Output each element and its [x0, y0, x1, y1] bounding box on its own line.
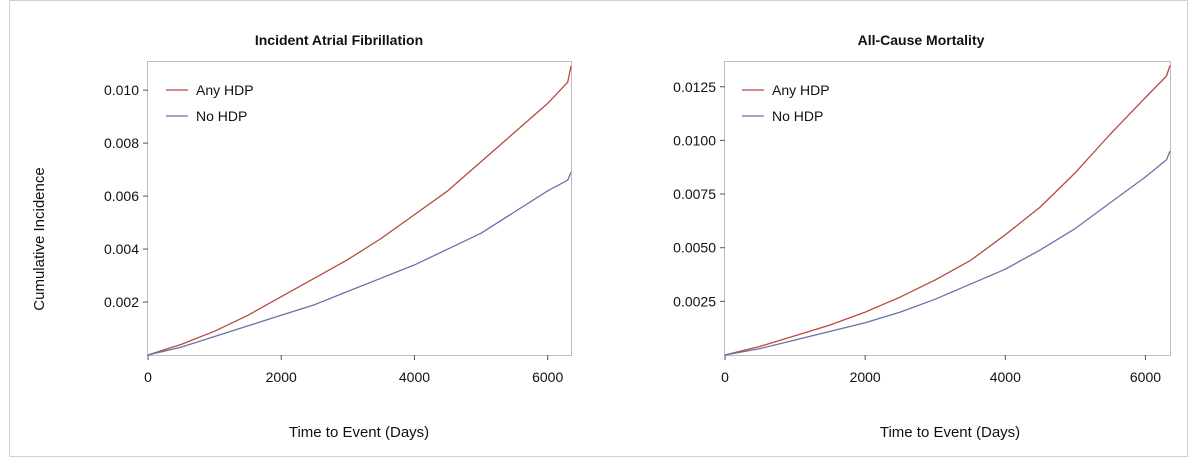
- x-tick-label: 0: [721, 369, 729, 385]
- x-tick-label: 2000: [266, 369, 297, 385]
- y-tick-label: 0.0025: [673, 293, 716, 309]
- y-axis-label: Cumulative Incidence: [31, 167, 48, 310]
- plot-frame: [147, 61, 572, 356]
- x-tick-label: 4000: [399, 369, 430, 385]
- x-axis-label: Time to Event (Days): [880, 424, 1020, 441]
- y-ticks: 0.002 0.004 0.006 0.008 0.010: [104, 82, 148, 310]
- plot-frame: [724, 61, 1171, 356]
- chart-panel-af: Incident Atrial Fibrillation Cumulative …: [31, 32, 572, 441]
- series-line-no-hdp: [724, 150, 1171, 356]
- x-ticks: 0 2000 4000 6000: [721, 355, 1161, 385]
- y-tick-label: 0.006: [104, 188, 139, 204]
- series-line-no-hdp: [147, 171, 572, 356]
- series-line-any-hdp: [724, 65, 1171, 356]
- series-line-any-hdp: [147, 66, 572, 356]
- chart-title: All-Cause Mortality: [858, 32, 985, 48]
- legend: Any HDP No HDP: [166, 82, 254, 124]
- y-ticks: 0.0025 0.0050 0.0075 0.0100 0.0125: [673, 79, 725, 309]
- y-tick-label: 0.0050: [673, 240, 716, 256]
- series-lines: [147, 66, 572, 356]
- legend: Any HDP No HDP: [742, 82, 830, 124]
- y-tick-label: 0.0125: [673, 79, 716, 95]
- y-tick-label: 0.0075: [673, 186, 716, 202]
- y-tick-label: 0.008: [104, 135, 139, 151]
- legend-label: Any HDP: [772, 82, 830, 98]
- y-tick-label: 0.0100: [673, 132, 716, 148]
- y-tick-label: 0.002: [104, 294, 139, 310]
- y-tick-label: 0.010: [104, 82, 139, 98]
- x-tick-label: 6000: [532, 369, 563, 385]
- legend-label: Any HDP: [196, 82, 254, 98]
- x-axis-label: Time to Event (Days): [289, 424, 429, 441]
- x-ticks: 0 2000 4000 6000: [144, 355, 563, 385]
- x-tick-label: 6000: [1130, 369, 1161, 385]
- x-tick-label: 2000: [850, 369, 881, 385]
- chart-title: Incident Atrial Fibrillation: [255, 32, 423, 48]
- figure-border: [9, 0, 1188, 457]
- legend-label: No HDP: [772, 108, 823, 124]
- x-tick-label: 0: [144, 369, 152, 385]
- chart-panel-mortality: All-Cause Mortality Time to Event (Days)…: [673, 32, 1171, 441]
- legend-label: No HDP: [196, 108, 247, 124]
- x-tick-label: 4000: [990, 369, 1021, 385]
- y-tick-label: 0.004: [104, 241, 139, 257]
- series-lines: [724, 65, 1171, 356]
